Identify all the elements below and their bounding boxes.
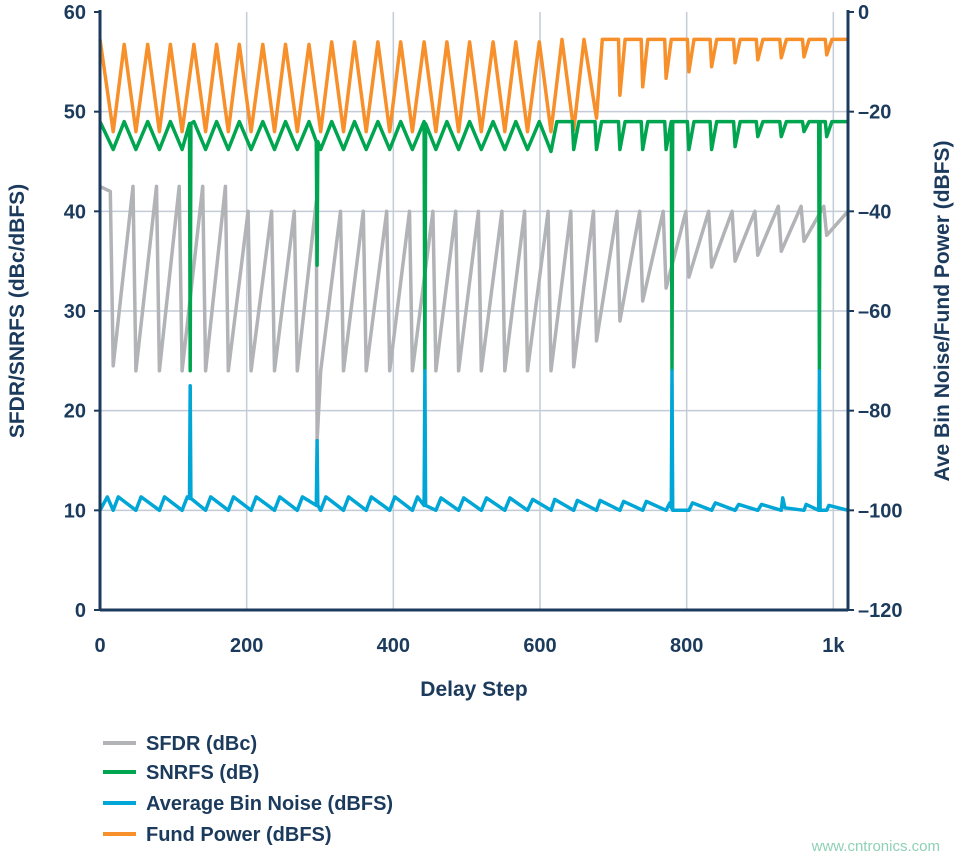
series-line-sfdr-dbc xyxy=(99,184,850,443)
y-left-tick-label: 20 xyxy=(64,401,86,423)
y-axis-right-label: Ave Bin Noise/Fund Power (dBFS) xyxy=(931,140,954,481)
legend: SFDR (dBc) SNRFS (dB) Average Bin Noise (d… xyxy=(103,733,393,846)
x-tick-label: 200 xyxy=(230,635,263,657)
y-right-tick-label: –80 xyxy=(858,401,891,423)
y-right-tick-label: –60 xyxy=(858,301,891,323)
legend-label: SNRFS (dB) xyxy=(146,762,259,784)
y-right-tick-label: –40 xyxy=(858,201,891,223)
y-right-tick-label: –20 xyxy=(858,102,891,124)
x-tick-label: 800 xyxy=(670,635,703,657)
legend-label: Average Bin Noise (dBFS) xyxy=(146,793,393,815)
y-axis-left-label: SFDR/SNRFS (dBc/dBFS) xyxy=(6,184,29,438)
series-lines xyxy=(98,37,850,513)
y-left-tick-label: 0 xyxy=(75,600,86,622)
y-right-tick-label: –120 xyxy=(858,600,903,622)
series-line-snrfs-db xyxy=(98,119,848,373)
watermark: www.cntronics.com xyxy=(811,838,940,855)
tick-labels: 0 200 400 600 800 1k 0 10 20 30 40 50 60 –120 –100 –80 –… xyxy=(64,2,903,657)
x-tick-label: 0 xyxy=(94,635,105,657)
legend-label: Fund Power (dBFS) xyxy=(146,824,332,846)
series-line-average-bin-noise-dbfs xyxy=(98,369,849,513)
y-left-tick-label: 30 xyxy=(64,301,86,323)
series-line-fund-power-dbfs xyxy=(98,37,848,134)
x-tick-label: 400 xyxy=(377,635,410,657)
y-right-tick-label: –100 xyxy=(858,500,903,522)
y-left-tick-label: 10 xyxy=(64,500,86,522)
y-left-tick-label: 60 xyxy=(64,2,86,24)
y-right-tick-label: 0 xyxy=(858,2,869,24)
x-tick-label: 1k xyxy=(822,635,845,657)
y-left-tick-label: 40 xyxy=(64,201,86,223)
x-axis-label: Delay Step xyxy=(420,678,527,701)
x-tick-label: 600 xyxy=(523,635,556,657)
y-left-tick-label: 50 xyxy=(64,102,86,124)
legend-label: SFDR (dBc) xyxy=(146,733,257,755)
axes xyxy=(94,10,854,612)
